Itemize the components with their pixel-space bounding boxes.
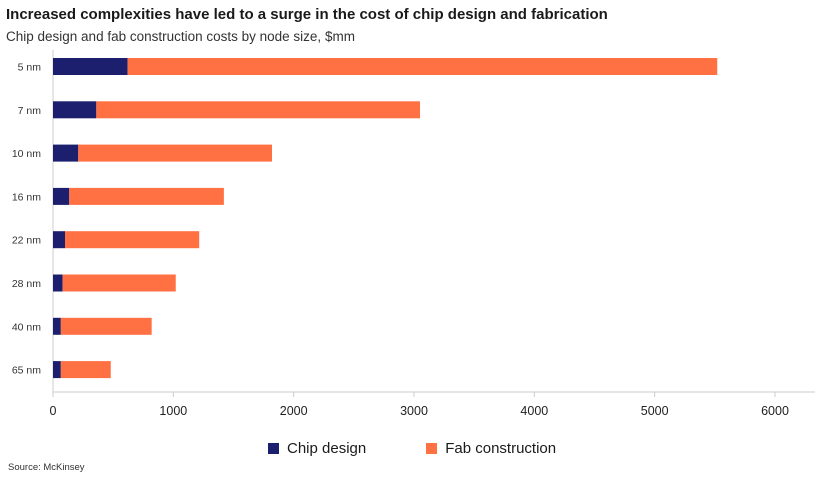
bar-chip-design: [53, 231, 66, 249]
y-tick-label: 10 nm: [12, 148, 41, 160]
bar-chip-design: [53, 144, 79, 162]
legend: Chip design Fab construction: [268, 440, 616, 457]
legend-item-fab-construction: Fab construction: [426, 440, 556, 457]
bar-chip-design: [53, 361, 61, 379]
bar-fab-construction: [96, 101, 421, 119]
x-tick-label: 3000: [400, 404, 428, 418]
y-tick-label: 65 nm: [12, 365, 41, 377]
bar-chip-design: [53, 58, 128, 75]
y-tick-label: 28 nm: [12, 278, 41, 290]
x-tick-label: 4000: [520, 404, 548, 418]
x-tick-label: 2000: [280, 404, 308, 418]
y-tick-label: 22 nm: [12, 235, 41, 247]
legend-swatch-chip-design: [268, 443, 279, 454]
chart-subtitle: Chip design and fab construction costs b…: [6, 29, 355, 44]
y-tick-label: 5 nm: [18, 62, 42, 74]
bar-fab-construction: [127, 58, 718, 75]
source-note: Source: McKinsey: [8, 462, 85, 473]
legend-swatch-fab-construction: [426, 443, 438, 454]
legend-label-chip-design: Chip design: [287, 440, 367, 457]
legend-label-fab-construction: Fab construction: [445, 440, 557, 457]
legend-item-chip-design: Chip design: [268, 440, 366, 457]
bar-chip-design: [53, 101, 97, 119]
bar-chart: 0 1000 2000 3000 4000 5000 6000 5 nm 7 nm 10 nm 16…: [12, 50, 815, 418]
bar-fab-construction: [60, 317, 152, 335]
bar-chip-design: [53, 187, 70, 205]
chart-title: Increased complexities have led to a sur…: [6, 6, 608, 23]
bar-fab-construction: [60, 361, 111, 379]
y-tick-label: 7 nm: [18, 105, 42, 117]
bar-fab-construction: [62, 274, 176, 292]
x-tick-label: 0: [50, 404, 57, 418]
bar-fab-construction: [78, 144, 273, 162]
y-tick-label: 40 nm: [12, 321, 41, 333]
x-tick-label: 1000: [159, 404, 187, 418]
x-tick-label: 6000: [761, 404, 789, 418]
bar-fab-construction: [69, 187, 224, 205]
bar-chip-design: [53, 317, 61, 335]
y-tick-label: 16 nm: [12, 191, 41, 203]
bar-chip-design: [53, 274, 63, 292]
x-tick-label: 5000: [641, 404, 669, 418]
bar-fab-construction: [65, 231, 200, 249]
